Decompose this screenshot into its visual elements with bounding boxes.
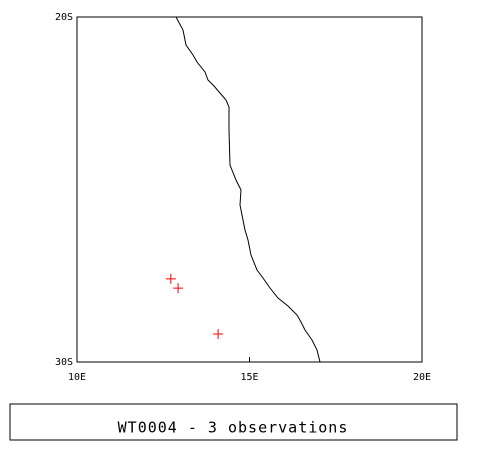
observation-marker	[173, 283, 184, 294]
x-tick-label: 20E	[413, 372, 431, 383]
x-tick-label: 10E	[68, 372, 86, 383]
title-box	[9, 403, 458, 441]
coastline	[175, 16, 321, 363]
chart-title: WT0004 - 3 observations	[118, 419, 349, 437]
plot-frame	[76, 16, 423, 363]
y-tick-label: 30S	[55, 357, 73, 368]
x-tick-label: 15E	[240, 372, 258, 383]
observation-marker	[165, 273, 176, 284]
y-tick-label: 20S	[55, 12, 73, 23]
observation-marker	[213, 329, 224, 340]
